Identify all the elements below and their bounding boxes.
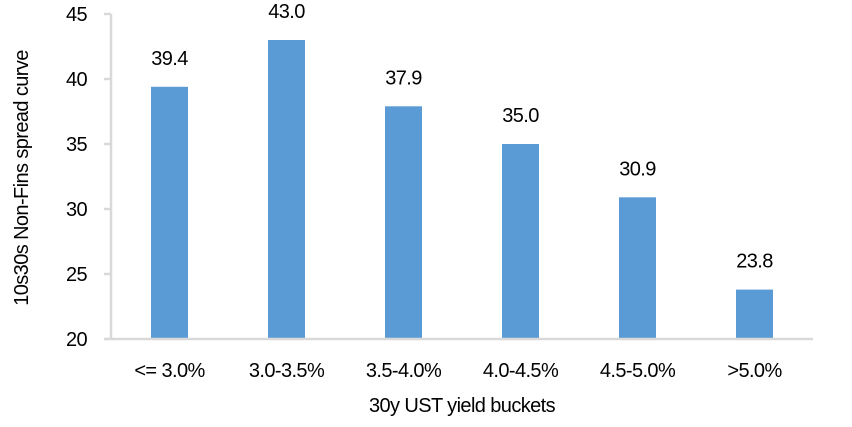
bar bbox=[268, 40, 305, 339]
data-label: 23.8 bbox=[736, 251, 773, 273]
y-tick-label: 20 bbox=[66, 329, 88, 351]
bar bbox=[151, 86, 188, 339]
y-tick-label: 45 bbox=[66, 4, 88, 26]
bar bbox=[385, 106, 422, 339]
x-tick-label: 3.0-3.5% bbox=[249, 360, 325, 382]
x-tick-label: 3.5-4.0% bbox=[366, 360, 442, 382]
data-label: 37.9 bbox=[385, 67, 422, 89]
data-label: 43.0 bbox=[268, 1, 305, 23]
bar bbox=[502, 144, 539, 339]
x-axis-label: 30y UST yield buckets bbox=[369, 395, 556, 417]
data-label: 30.9 bbox=[619, 158, 656, 180]
y-tick-label: 35 bbox=[66, 134, 88, 156]
y-tick-label: 30 bbox=[66, 199, 88, 221]
y-tick-label: 25 bbox=[66, 264, 88, 286]
x-tick-label: 4.0-4.5% bbox=[483, 360, 559, 382]
y-axis-label: 10s30s Non-Fins spread curve bbox=[11, 50, 33, 306]
bar bbox=[736, 289, 773, 339]
x-tick-label: <= 3.0% bbox=[134, 360, 205, 382]
x-tick-label: 4.5-5.0% bbox=[600, 360, 676, 382]
bar bbox=[619, 197, 656, 339]
x-tick-label: >5.0% bbox=[727, 360, 782, 382]
data-label: 35.0 bbox=[502, 105, 539, 127]
data-label: 39.4 bbox=[151, 48, 188, 70]
y-tick-label: 40 bbox=[66, 69, 88, 91]
